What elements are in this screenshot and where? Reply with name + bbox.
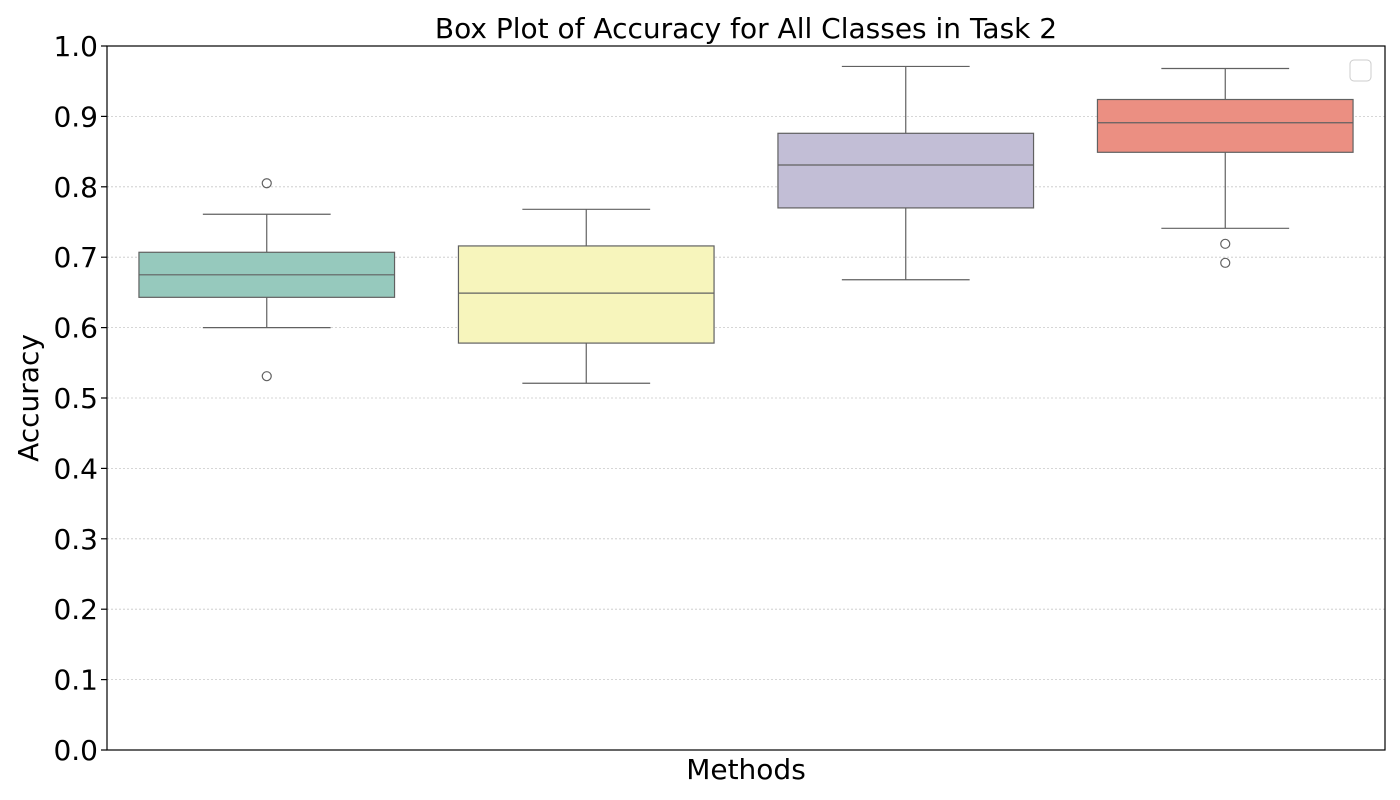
box-group-1 xyxy=(138,178,396,382)
chart-title: Box Plot of Accuracy for All Classes in … xyxy=(435,12,1057,45)
outlier-point xyxy=(1220,238,1231,249)
y-axis-label: Accuracy xyxy=(12,334,45,462)
plot-boxes xyxy=(138,65,1354,384)
iqr-box xyxy=(457,245,715,344)
y-tick-label: 0.0 xyxy=(53,734,98,767)
x-axis-label: Methods xyxy=(686,753,806,786)
y-tick-label: 0.3 xyxy=(53,523,98,556)
iqr-box xyxy=(1096,98,1354,153)
outlier-point xyxy=(261,178,272,189)
outlier-point xyxy=(1220,257,1231,268)
legend-box xyxy=(1349,59,1372,82)
y-tick-label: 0.2 xyxy=(53,593,98,626)
outlier-point xyxy=(261,371,272,382)
box-group-3 xyxy=(777,65,1035,281)
y-tick-label: 0.7 xyxy=(53,241,98,274)
box-group-2 xyxy=(457,208,715,384)
y-tick-label: 0.4 xyxy=(53,452,98,485)
y-tick-label: 1.0 xyxy=(53,30,98,63)
box-group-4 xyxy=(1096,67,1354,268)
y-tick-label: 0.9 xyxy=(53,100,98,133)
y-tick-label: 0.1 xyxy=(53,664,98,697)
iqr-box xyxy=(777,132,1035,209)
grid-lines xyxy=(107,116,1385,680)
y-tick-label: 0.8 xyxy=(53,171,98,204)
y-tick-label: 0.5 xyxy=(53,382,98,415)
y-tick-label: 0.6 xyxy=(53,312,98,345)
y-axis-ticks: 0.0 0.1 0.2 0.3 0.4 0.5 0.6 0.7 0.8 0.9 1.0 xyxy=(53,30,107,767)
